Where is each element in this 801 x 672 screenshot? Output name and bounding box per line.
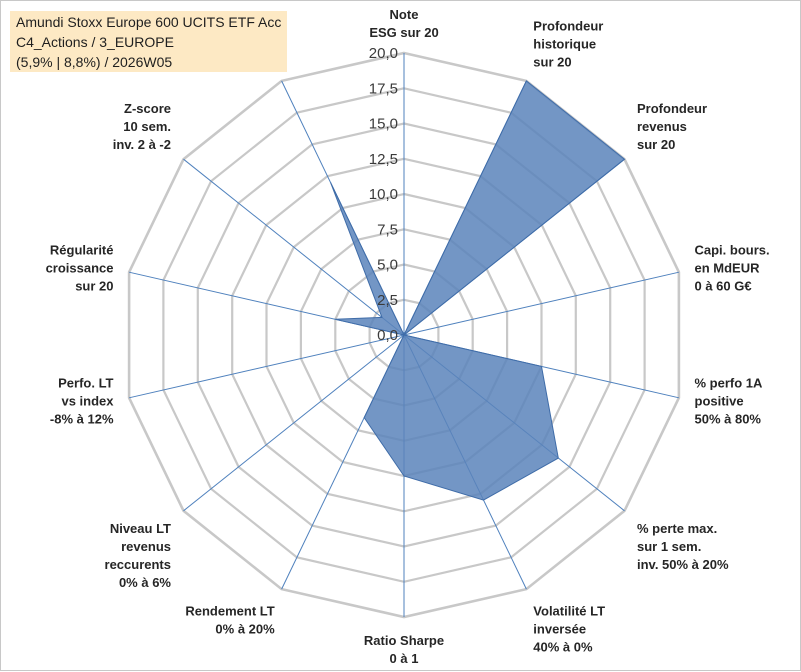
tick-label: 20,0 bbox=[369, 45, 398, 62]
tick-label: 2,5 bbox=[377, 292, 398, 309]
axis-label: Profondeur historique sur 20 bbox=[533, 19, 603, 70]
axis-label: Volatilité LT inversée 40% à 0% bbox=[533, 604, 605, 655]
series-area bbox=[330, 80, 626, 501]
tick-label: 7,5 bbox=[377, 221, 398, 238]
chart-title-fund: Amundi Stoxx Europe 600 UCITS ETF Acc bbox=[16, 14, 282, 30]
radial-tick-labels: 0,0 2,5 5,0 7,5 10,0 12,5 15,0 17,5 20,0 bbox=[369, 45, 398, 344]
tick-label: 5,0 bbox=[377, 257, 398, 274]
axis-label: % perfo 1A positive 50% à 80% bbox=[695, 375, 764, 426]
axis-label: Niveau LT revenus reccurents 0% à 6% bbox=[105, 521, 172, 590]
axis-label: Profondeur revenus sur 20 bbox=[637, 101, 707, 152]
axis-label: Ratio Sharpe 0 à 1 bbox=[364, 633, 444, 666]
tick-label: 0,0 bbox=[377, 327, 398, 344]
axis-label: Rendement LT 0% à 20% bbox=[185, 604, 275, 637]
axis-label: Régularité croissance sur 20 bbox=[46, 243, 114, 294]
chart-title-box: Amundi Stoxx Europe 600 UCITS ETF Acc C4… bbox=[10, 11, 287, 72]
axis-labels: Note ESG sur 20 Profondeur historique sur 20… bbox=[46, 7, 770, 666]
axis-spoke bbox=[128, 334, 405, 399]
tick-label: 17,5 bbox=[369, 80, 398, 97]
axis-label: Z-score 10 sem. inv. 2 à -2 bbox=[113, 101, 171, 152]
radar-series bbox=[330, 80, 626, 501]
tick-label: 12,5 bbox=[369, 151, 398, 168]
axis-label: Perfo. LT vs index -8% à 12% bbox=[50, 375, 114, 426]
axis-label: % perte max. sur 1 sem. inv. 50% à 20% bbox=[637, 521, 729, 572]
tick-label: 15,0 bbox=[369, 116, 398, 133]
axis-label: Note ESG sur 20 bbox=[369, 7, 438, 40]
axis-spoke bbox=[183, 158, 405, 336]
axis-spoke bbox=[183, 334, 405, 512]
axis-spoke bbox=[403, 271, 680, 336]
chart-title-period: (5,9% | 8,8%) / 2026W05 bbox=[16, 54, 173, 70]
axis-label: Capi. bours. en MdEUR 0 à 60 G€ bbox=[695, 243, 770, 294]
tick-label: 10,0 bbox=[369, 186, 398, 203]
chart-title-category: C4_Actions / 3_EUROPE bbox=[16, 34, 174, 50]
